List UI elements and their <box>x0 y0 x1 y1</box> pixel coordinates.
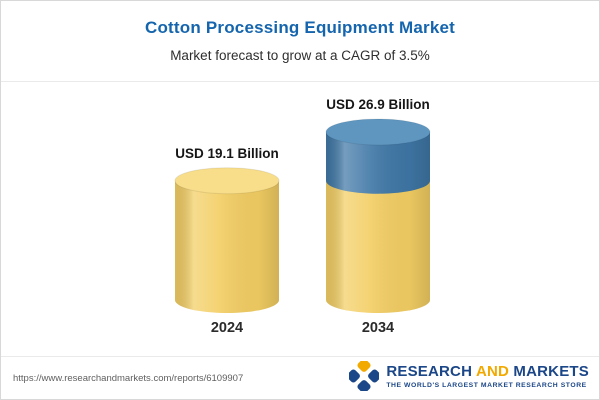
logo-words: RESEARCH AND MARKETS <box>386 364 589 379</box>
researchandmarkets-logo: RESEARCH AND MARKETS THE WORLD'S LARGEST… <box>349 361 589 391</box>
bar-value-label: USD 26.9 Billion <box>326 97 430 112</box>
report-url: https://www.researchandmarkets.com/repor… <box>13 373 244 384</box>
footer-divider <box>1 356 599 357</box>
logo-word-and: AND <box>475 362 510 380</box>
logo-text: RESEARCH AND MARKETS THE WORLD'S LARGEST… <box>386 364 589 389</box>
x-axis-label: 2024 <box>210 320 244 336</box>
logo-tagline: THE WORLD'S LARGEST MARKET RESEARCH STOR… <box>386 381 587 389</box>
x-axis-label: 2034 <box>361 320 395 336</box>
chart-title: Cotton Processing Equipment Market <box>144 18 455 37</box>
logo-word-research: RESEARCH <box>386 362 473 380</box>
logo-word-markets: MARKETS <box>513 362 589 380</box>
header-divider <box>1 81 599 82</box>
cylinder-bars <box>174 118 431 313</box>
researchandmarkets-logo-icon <box>349 361 380 391</box>
bar-value-label: USD 19.1 Billion <box>175 145 279 161</box>
chart-subtitle: Market forecast to grow at a CAGR of 3.5… <box>170 48 430 63</box>
